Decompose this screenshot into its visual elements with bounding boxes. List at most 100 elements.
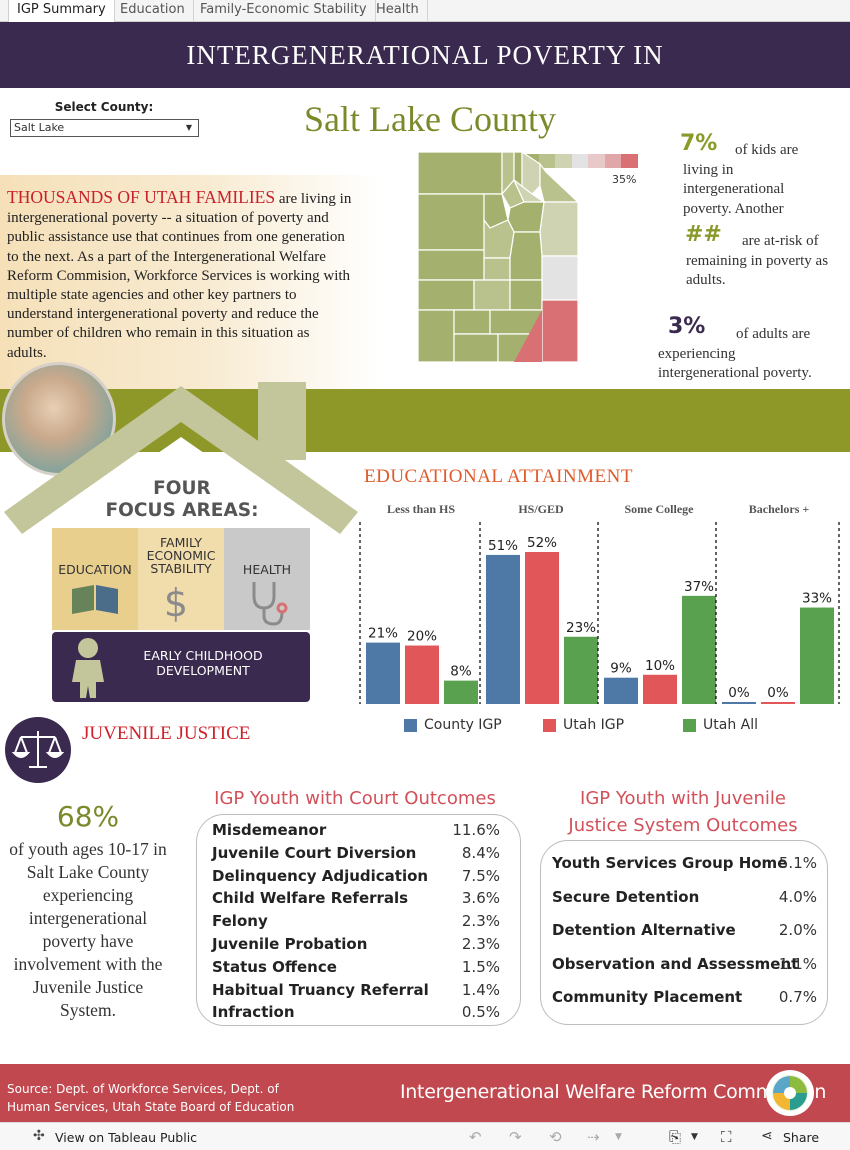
data-label: 20% [407, 629, 437, 645]
bar-utah-igp[interactable] [643, 674, 677, 704]
health-box [224, 528, 310, 630]
bar-utah-igp[interactable] [525, 552, 559, 704]
focus-family-line1: FAMILY [159, 535, 202, 550]
data-label: 10% [645, 658, 675, 674]
row-value: 3.6% [461, 889, 500, 908]
row-label: Juvenile Probation [212, 935, 368, 953]
row-label: Youth Services Group Home [552, 854, 788, 872]
download-icon[interactable]: ⎘ [669, 1128, 682, 1146]
row-label: Observation and Assessment [552, 954, 799, 973]
fullscreen-icon[interactable]: ⛶ [721, 1128, 732, 1146]
stat-adults-text: of adults are experiencing intergenerati… [658, 326, 812, 381]
header-banner: INTERGENERATIONAL POVERTY IN [0, 22, 850, 88]
county-region [507, 201, 545, 233]
bar-county-igp[interactable] [486, 554, 520, 704]
row-value: 11.6% [452, 821, 500, 839]
row-label: Infraction [212, 1003, 295, 1022]
row-value: 2.3% [461, 912, 500, 931]
focus-early-line2: DEVELOPMENT [156, 663, 250, 678]
refresh-icon[interactable]: ⇢ [587, 1128, 600, 1146]
bar-utah-igp[interactable] [405, 645, 439, 704]
chevron-down-icon[interactable]: ▼ [691, 1132, 698, 1142]
revert-icon[interactable]: ⟲ [549, 1128, 562, 1146]
bar-utah-igp[interactable] [761, 702, 795, 704]
legend-utah-igp: Utah IGP [543, 717, 624, 733]
focus-areas-house: $ [4, 382, 358, 702]
row-value: 1.5% [461, 957, 500, 976]
undo-icon[interactable]: ↶ [469, 1128, 482, 1146]
tab-bar: IGP Summary Education Family-Economic St… [0, 0, 850, 22]
legend-label: Utah IGP [563, 717, 625, 733]
county-region [509, 279, 543, 311]
stat-kids-text: of kids are living in intergenerational … [683, 142, 799, 217]
focus-early-line1: EARLY CHILDHOOD [143, 648, 263, 663]
share-button[interactable]: Share [783, 1130, 820, 1145]
bar-county-igp[interactable] [366, 642, 400, 704]
row-label: Secure Detention [552, 887, 700, 906]
county-region [541, 255, 579, 301]
data-label: 0% [728, 685, 750, 701]
category-label: HS/GED [518, 502, 564, 516]
chevron-down-icon[interactable]: ▼ [615, 1132, 622, 1142]
data-label: 8% [450, 664, 472, 680]
data-label: 37% [684, 579, 714, 595]
redo-icon[interactable]: ↷ [509, 1128, 522, 1146]
toddler-icon [72, 638, 104, 698]
county-title: Salt Lake County [304, 99, 556, 139]
intro-lead: THOUSANDS OF UTAH FAMILIES [7, 187, 276, 207]
stethoscope-icon [252, 582, 288, 626]
legend-swatch [621, 154, 639, 168]
tab-health[interactable]: Health [368, 0, 428, 21]
category-label: Some College [624, 502, 694, 516]
focus-family-line3: STABILITY [150, 561, 212, 576]
book-icon [72, 585, 118, 614]
commission-name: Intergenerational Welfare Reform Commiss… [400, 1081, 827, 1103]
data-label: 33% [802, 591, 832, 607]
focus-title-line1: FOUR [153, 478, 211, 499]
commission-logo [766, 1070, 814, 1116]
tab-education[interactable]: Education [112, 0, 194, 21]
county-region [483, 218, 515, 259]
share-icon[interactable]: ⋖ [761, 1128, 773, 1144]
bar-county-igp[interactable] [722, 702, 756, 704]
county-region [473, 279, 511, 311]
education-bar-chart[interactable]: 21% 20% 8% 51% 52% 23% 9% 10% 37% 0% 0% 33% [355, 520, 850, 710]
source-line1: Source: Dept. of Workforce Services, Dep… [7, 1082, 279, 1096]
data-label: 21% [368, 626, 398, 642]
bar-utah-all[interactable] [564, 636, 598, 704]
jjs-outcomes-title: IGP Youth with Juvenile Justice System O… [540, 785, 826, 839]
legend-swatch [683, 718, 696, 732]
tab-igp-summary[interactable]: IGP Summary [8, 0, 115, 22]
utah-county-map[interactable] [414, 150, 582, 366]
bar-county-igp[interactable] [604, 677, 638, 704]
data-label: 23% [566, 620, 596, 636]
data-label: 52% [527, 535, 557, 551]
county-region [417, 193, 485, 251]
juvenile-desc: of youth ages 10-17 in Salt Lake County … [9, 839, 167, 1020]
tab-family-economic-stability[interactable]: Family-Economic Stability [192, 0, 376, 21]
legend-swatch [604, 154, 622, 168]
county-region [453, 333, 499, 363]
row-label: Misdemeanor [212, 821, 327, 839]
court-outcomes-title: IGP Youth with Court Outcomes [214, 788, 496, 809]
row-value: 1.1% [778, 954, 817, 973]
dollar-icon: $ [164, 581, 188, 625]
jjs-title-line1: IGP Youth with Juvenile [580, 788, 786, 809]
legend-swatch [538, 154, 556, 168]
source-line2: Human Services, Utah State Board of Educ… [7, 1100, 295, 1114]
bar-utah-all[interactable] [444, 680, 478, 704]
justice-scale-badge [5, 717, 71, 783]
bar-utah-all[interactable] [800, 607, 834, 704]
county-region [417, 249, 485, 281]
row-value: 0.5% [461, 1003, 500, 1022]
legend-utah-all: Utah All [683, 717, 758, 733]
row-value: 2.3% [461, 935, 500, 953]
county-select[interactable]: Salt Lake ▼ [10, 119, 199, 137]
bar-utah-all[interactable] [682, 595, 716, 704]
row-value: 7.5% [461, 866, 500, 885]
focus-family-label: FAMILY ECONOMIC STABILITY [136, 536, 226, 575]
intro-background [0, 175, 380, 390]
focus-education-label: EDUCATION [58, 562, 132, 577]
county-region [509, 231, 543, 281]
view-on-tableau-link[interactable]: View on Tableau Public [55, 1130, 198, 1145]
